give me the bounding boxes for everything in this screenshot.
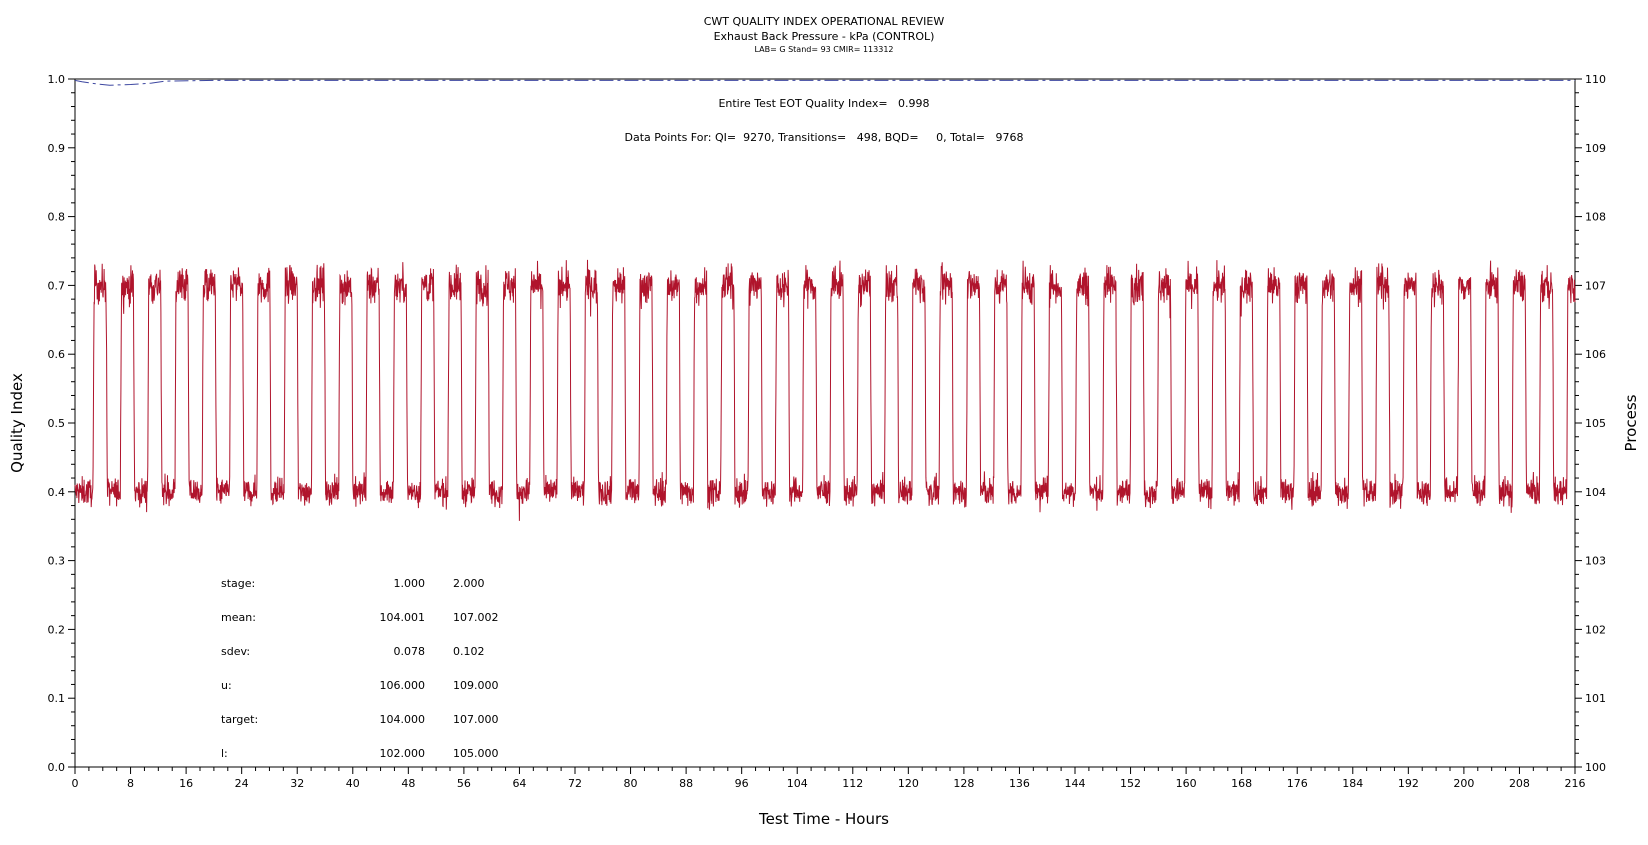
stats-stage2-value: 107.002 [453, 611, 499, 624]
y-tick-label-0.2: 0.2 [48, 623, 66, 636]
stats-stage2-value: 0.102 [453, 645, 485, 658]
y2-tick-label-103: 103 [1585, 555, 1606, 568]
quality-index-series-group [74, 79, 1575, 86]
quality-index-series-line [74, 79, 1575, 86]
stats-stage1-value: 106.000 [380, 679, 426, 692]
stats-label: l: [221, 747, 228, 760]
x-tick-label-128: 128 [953, 777, 974, 790]
stats-label: sdev: [221, 645, 250, 658]
stats-label: u: [221, 679, 232, 692]
x-tick-label-136: 136 [1009, 777, 1030, 790]
y-tick-label-0.5: 0.5 [48, 417, 66, 430]
y-tick-label-1.0: 1.0 [48, 73, 66, 86]
chart-subtitle: Exhaust Back Pressure - kPa (CONTROL) [714, 30, 935, 43]
y-axis-label: Quality Index [8, 373, 26, 473]
stats-stage1-value: 0.078 [394, 645, 426, 658]
qi-annotation: Entire Test EOT Quality Index= 0.998 [718, 97, 929, 110]
y2-tick-label-109: 109 [1585, 142, 1606, 155]
x-tick-label-32: 32 [290, 777, 304, 790]
x-tick-label-80: 80 [624, 777, 638, 790]
y-axis-right: 100 101 102 103 104 105 106 107 108 109 110 [1575, 73, 1606, 774]
stats-label: mean: [221, 611, 256, 624]
y-tick-label-0.1: 0.1 [48, 692, 66, 705]
x-tick-label-168: 168 [1231, 777, 1252, 790]
chart-subtitle-2: LAB= G Stand= 93 CMIR= 113312 [754, 45, 893, 54]
x-tick-label-216: 216 [1565, 777, 1586, 790]
x-tick-label-16: 16 [179, 777, 193, 790]
y2-tick-label-106: 106 [1585, 348, 1606, 361]
stats-stage2-value: 107.000 [453, 713, 499, 726]
stats-stage1-value: 102.000 [380, 747, 426, 760]
x-tick-label-72: 72 [568, 777, 582, 790]
y2-tick-label-110: 110 [1585, 73, 1606, 86]
y2-tick-label-100: 100 [1585, 761, 1606, 774]
y2-tick-label-104: 104 [1585, 486, 1606, 499]
x-tick-label-0: 0 [72, 777, 79, 790]
plot-frame [74, 78, 1576, 768]
stats-stage2-value: 109.000 [453, 679, 499, 692]
x-tick-label-192: 192 [1398, 777, 1419, 790]
y-tick-label-0.4: 0.4 [48, 486, 66, 499]
stats-stage1-value: 104.001 [380, 611, 426, 624]
y-tick-label-0.8: 0.8 [48, 211, 66, 224]
y2-tick-label-102: 102 [1585, 623, 1606, 636]
x-tick-label-8: 8 [127, 777, 134, 790]
chart-title: CWT QUALITY INDEX OPERATIONAL REVIEW [704, 15, 945, 28]
x-tick-label-120: 120 [898, 777, 919, 790]
x-tick-label-200: 200 [1453, 777, 1474, 790]
stats-table: stage: 1.000 2.000 mean: 104.001 107.002 sdev:… [221, 577, 499, 760]
y-axis-left: 0.0 0.1 0.2 0.3 0.4 0.5 0.6 0.7 0.8 0.9 1.0 [48, 73, 75, 774]
y-tick-label-0.7: 0.7 [48, 279, 66, 292]
stats-stage2-value: 2.000 [453, 577, 485, 590]
stats-label: stage: [221, 577, 255, 590]
process-series-line [74, 259, 1576, 521]
y-tick-label-0.9: 0.9 [48, 142, 66, 155]
x-tick-label-40: 40 [346, 777, 360, 790]
y2-tick-label-107: 107 [1585, 279, 1606, 292]
x-tick-label-104: 104 [787, 777, 808, 790]
x-tick-label-112: 112 [842, 777, 863, 790]
x-tick-label-96: 96 [735, 777, 749, 790]
process-series-group [74, 259, 1576, 521]
x-tick-label-208: 208 [1509, 777, 1530, 790]
x-axis-label: Test Time - Hours [758, 810, 889, 828]
x-axis: 0 8 16 24 32 40 48 56 64 72 80 88 96 104 112 120 128 136 1… [72, 767, 1586, 790]
x-tick-label-184: 184 [1342, 777, 1363, 790]
y2-axis-label: Process [1622, 394, 1640, 451]
stats-stage1-value: 104.000 [380, 713, 426, 726]
x-tick-label-64: 64 [512, 777, 526, 790]
x-tick-label-160: 160 [1176, 777, 1197, 790]
y-tick-label-0.3: 0.3 [48, 555, 66, 568]
x-tick-label-152: 152 [1120, 777, 1141, 790]
y2-tick-label-101: 101 [1585, 692, 1606, 705]
y2-tick-label-108: 108 [1585, 211, 1606, 224]
y2-tick-label-105: 105 [1585, 417, 1606, 430]
stats-stage1-value: 1.000 [394, 577, 426, 590]
x-tick-label-176: 176 [1287, 777, 1308, 790]
x-tick-label-56: 56 [457, 777, 471, 790]
y-tick-label-0.6: 0.6 [48, 348, 66, 361]
stats-label: target: [221, 713, 258, 726]
x-tick-label-24: 24 [235, 777, 249, 790]
x-tick-label-144: 144 [1065, 777, 1086, 790]
x-tick-label-88: 88 [679, 777, 693, 790]
x-tick-label-48: 48 [401, 777, 415, 790]
y-tick-label-0.0: 0.0 [48, 761, 66, 774]
stats-stage2-value: 105.000 [453, 747, 499, 760]
data-points-annotation: Data Points For: QI= 9270, Transitions= … [625, 131, 1024, 144]
